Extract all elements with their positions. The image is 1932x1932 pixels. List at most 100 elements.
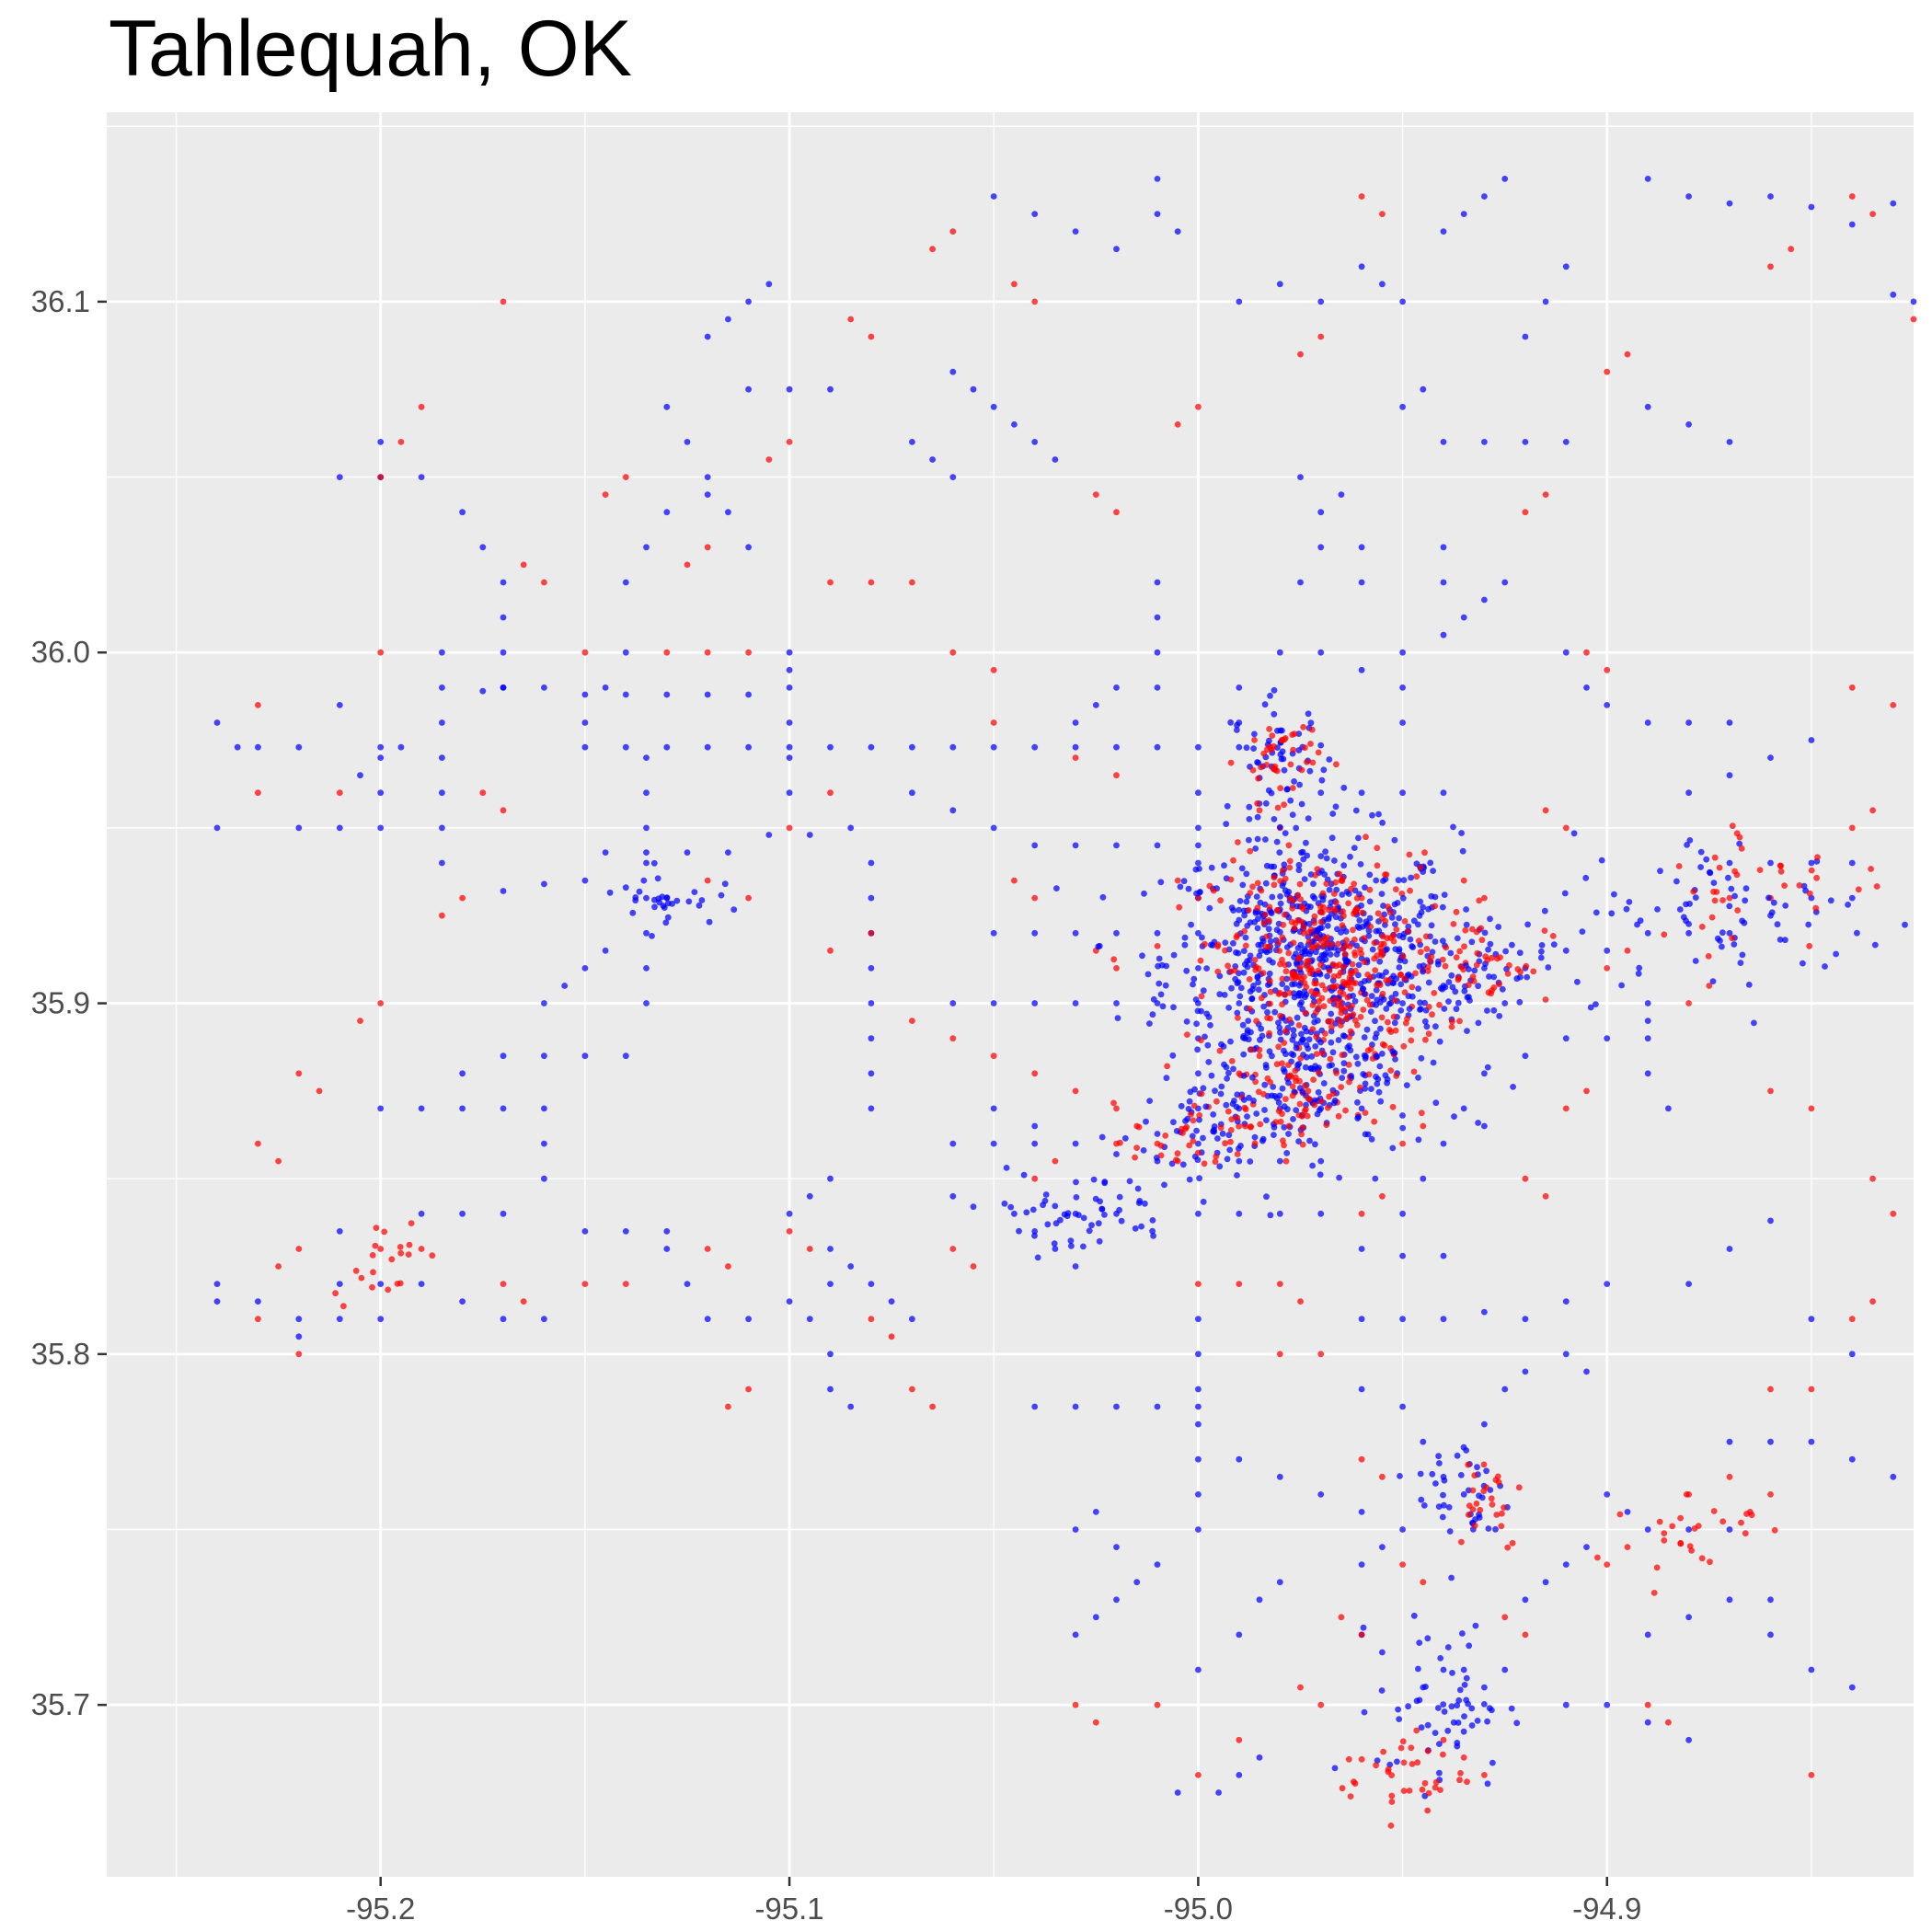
data-point: [1501, 1386, 1509, 1393]
data-point: [1236, 298, 1243, 305]
data-point: [581, 1052, 589, 1060]
data-point: [1432, 1784, 1439, 1791]
data-point: [1243, 898, 1250, 905]
data-point: [1410, 1612, 1418, 1619]
data-point: [1195, 743, 1202, 751]
data-point: [1415, 1665, 1421, 1673]
data-point: [1240, 1033, 1247, 1040]
data-point: [397, 439, 405, 445]
data-point: [1154, 929, 1161, 937]
data-point: [643, 544, 650, 551]
data-point: [1482, 953, 1489, 960]
data-point: [1154, 579, 1161, 586]
data-point: [1777, 868, 1785, 875]
data-point: [1321, 935, 1328, 942]
data-point: [1234, 1151, 1241, 1157]
data-point: [1297, 993, 1305, 999]
data-point: [1440, 544, 1447, 551]
data-point: [1247, 847, 1254, 855]
data-point: [1473, 1501, 1480, 1507]
data-point: [373, 1225, 380, 1231]
data-point: [1095, 1220, 1102, 1227]
data-point: [1256, 807, 1263, 814]
data-point: [1302, 744, 1308, 752]
data-point: [1774, 921, 1781, 928]
data-point: [1741, 919, 1748, 926]
data-point: [1423, 946, 1431, 952]
data-point: [868, 929, 875, 937]
data-point: [1462, 926, 1469, 934]
data-point: [1457, 1770, 1464, 1777]
data-point: [1284, 786, 1291, 793]
data-point: [725, 316, 731, 323]
data-point: [388, 1256, 396, 1263]
data-point: [1366, 871, 1374, 879]
data-point: [1808, 1438, 1815, 1445]
data-point: [1765, 894, 1772, 902]
data-point: [1236, 1631, 1243, 1639]
data-point: [1317, 1039, 1324, 1046]
data-point: [1332, 899, 1340, 906]
data-point: [1317, 298, 1325, 305]
data-point: [1311, 1101, 1318, 1109]
data-point: [1384, 1075, 1391, 1083]
data-point: [1319, 890, 1327, 897]
data-point: [1192, 866, 1200, 873]
data-point: [1198, 1037, 1204, 1044]
data-point: [1685, 1526, 1692, 1533]
data-point: [1514, 966, 1522, 972]
data-point: [336, 1316, 343, 1323]
data-point: [1236, 906, 1242, 914]
data-point: [1410, 1068, 1418, 1075]
data-point: [1400, 1759, 1408, 1766]
data-point: [1436, 1460, 1443, 1466]
data-point: [1263, 762, 1271, 768]
data-point: [1328, 1023, 1335, 1030]
data-point: [1279, 1060, 1285, 1067]
data-point: [1478, 937, 1486, 944]
data-point: [1358, 193, 1365, 200]
data-point: [1358, 1755, 1365, 1763]
data-point: [847, 316, 855, 323]
data-point: [1227, 1138, 1234, 1145]
data-point: [1183, 1123, 1190, 1131]
data-point: [1476, 1514, 1483, 1521]
data-point: [1116, 1206, 1122, 1213]
data-point: [1455, 1696, 1463, 1704]
data-point: [1329, 1090, 1337, 1098]
data-point: [1358, 789, 1365, 797]
data-point: [1298, 849, 1305, 857]
data-point: [1271, 710, 1278, 718]
data-point: [1545, 964, 1552, 971]
data-point: [336, 1228, 343, 1235]
data-point: [275, 1263, 282, 1270]
data-point: [1373, 986, 1380, 994]
data-point: [1436, 1001, 1443, 1008]
data-point: [970, 1203, 977, 1211]
data-point: [1260, 1091, 1267, 1098]
data-point: [1236, 1122, 1242, 1130]
data-point: [1177, 883, 1184, 891]
data-point: [1396, 964, 1403, 971]
data-point: [1357, 1014, 1364, 1020]
data-point: [806, 1192, 813, 1200]
data-point: [1057, 1216, 1064, 1224]
data-point: [1374, 996, 1381, 1004]
data-point: [1344, 1012, 1351, 1019]
x-tick-label: -95.0: [1164, 1892, 1233, 1926]
data-point: [1317, 918, 1325, 926]
data-point: [1388, 1772, 1395, 1778]
data-point: [1733, 830, 1741, 837]
data-point: [1281, 766, 1288, 774]
data-point: [1196, 1111, 1203, 1119]
data-point: [1317, 742, 1325, 749]
data-point: [1146, 1098, 1153, 1104]
data-point: [1365, 1071, 1373, 1078]
data-point: [1424, 1635, 1432, 1642]
data-point: [1210, 1111, 1217, 1118]
data-point: [1294, 1014, 1301, 1021]
data-point: [1276, 948, 1283, 954]
data-point: [1397, 1473, 1403, 1479]
data-point: [1697, 848, 1705, 856]
data-point: [1195, 1140, 1202, 1147]
